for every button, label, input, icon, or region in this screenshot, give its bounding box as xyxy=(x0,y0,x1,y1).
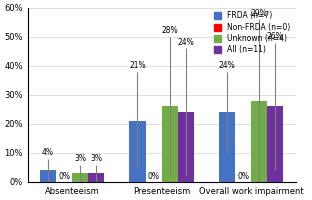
Bar xyxy=(178,112,194,182)
Bar xyxy=(129,121,145,182)
Bar xyxy=(251,101,267,182)
Text: 24%: 24% xyxy=(178,38,194,47)
Text: 3%: 3% xyxy=(74,154,86,163)
Text: 0%: 0% xyxy=(58,172,70,181)
Bar xyxy=(267,106,283,182)
Bar xyxy=(40,170,56,182)
Text: 4%: 4% xyxy=(42,148,54,157)
Text: 0%: 0% xyxy=(148,172,159,181)
Text: 0%: 0% xyxy=(237,172,249,181)
Text: 24%: 24% xyxy=(219,61,235,70)
Text: 21%: 21% xyxy=(129,61,146,70)
Bar xyxy=(219,112,235,182)
Text: 28%: 28% xyxy=(161,26,178,35)
Legend: FRDA (n=7), Non-FRDA (n=0), Unknown (n=4), All (n=11): FRDA (n=7), Non-FRDA (n=0), Unknown (n=4… xyxy=(214,11,291,54)
Bar xyxy=(88,173,104,182)
Text: 26%: 26% xyxy=(267,32,284,41)
Bar xyxy=(72,173,88,182)
Text: 29%: 29% xyxy=(251,9,268,18)
Bar xyxy=(162,106,178,182)
Text: 3%: 3% xyxy=(90,154,102,163)
